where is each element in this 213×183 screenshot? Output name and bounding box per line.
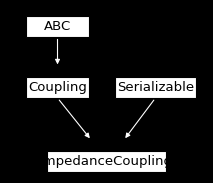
Text: Serializable: Serializable — [117, 81, 194, 94]
Text: Coupling: Coupling — [28, 81, 87, 94]
FancyBboxPatch shape — [115, 77, 196, 98]
FancyBboxPatch shape — [26, 77, 89, 98]
FancyBboxPatch shape — [26, 16, 89, 37]
Text: ABC: ABC — [44, 20, 71, 33]
Text: ImpedanceCoupling: ImpedanceCoupling — [40, 154, 173, 168]
FancyBboxPatch shape — [47, 150, 166, 172]
